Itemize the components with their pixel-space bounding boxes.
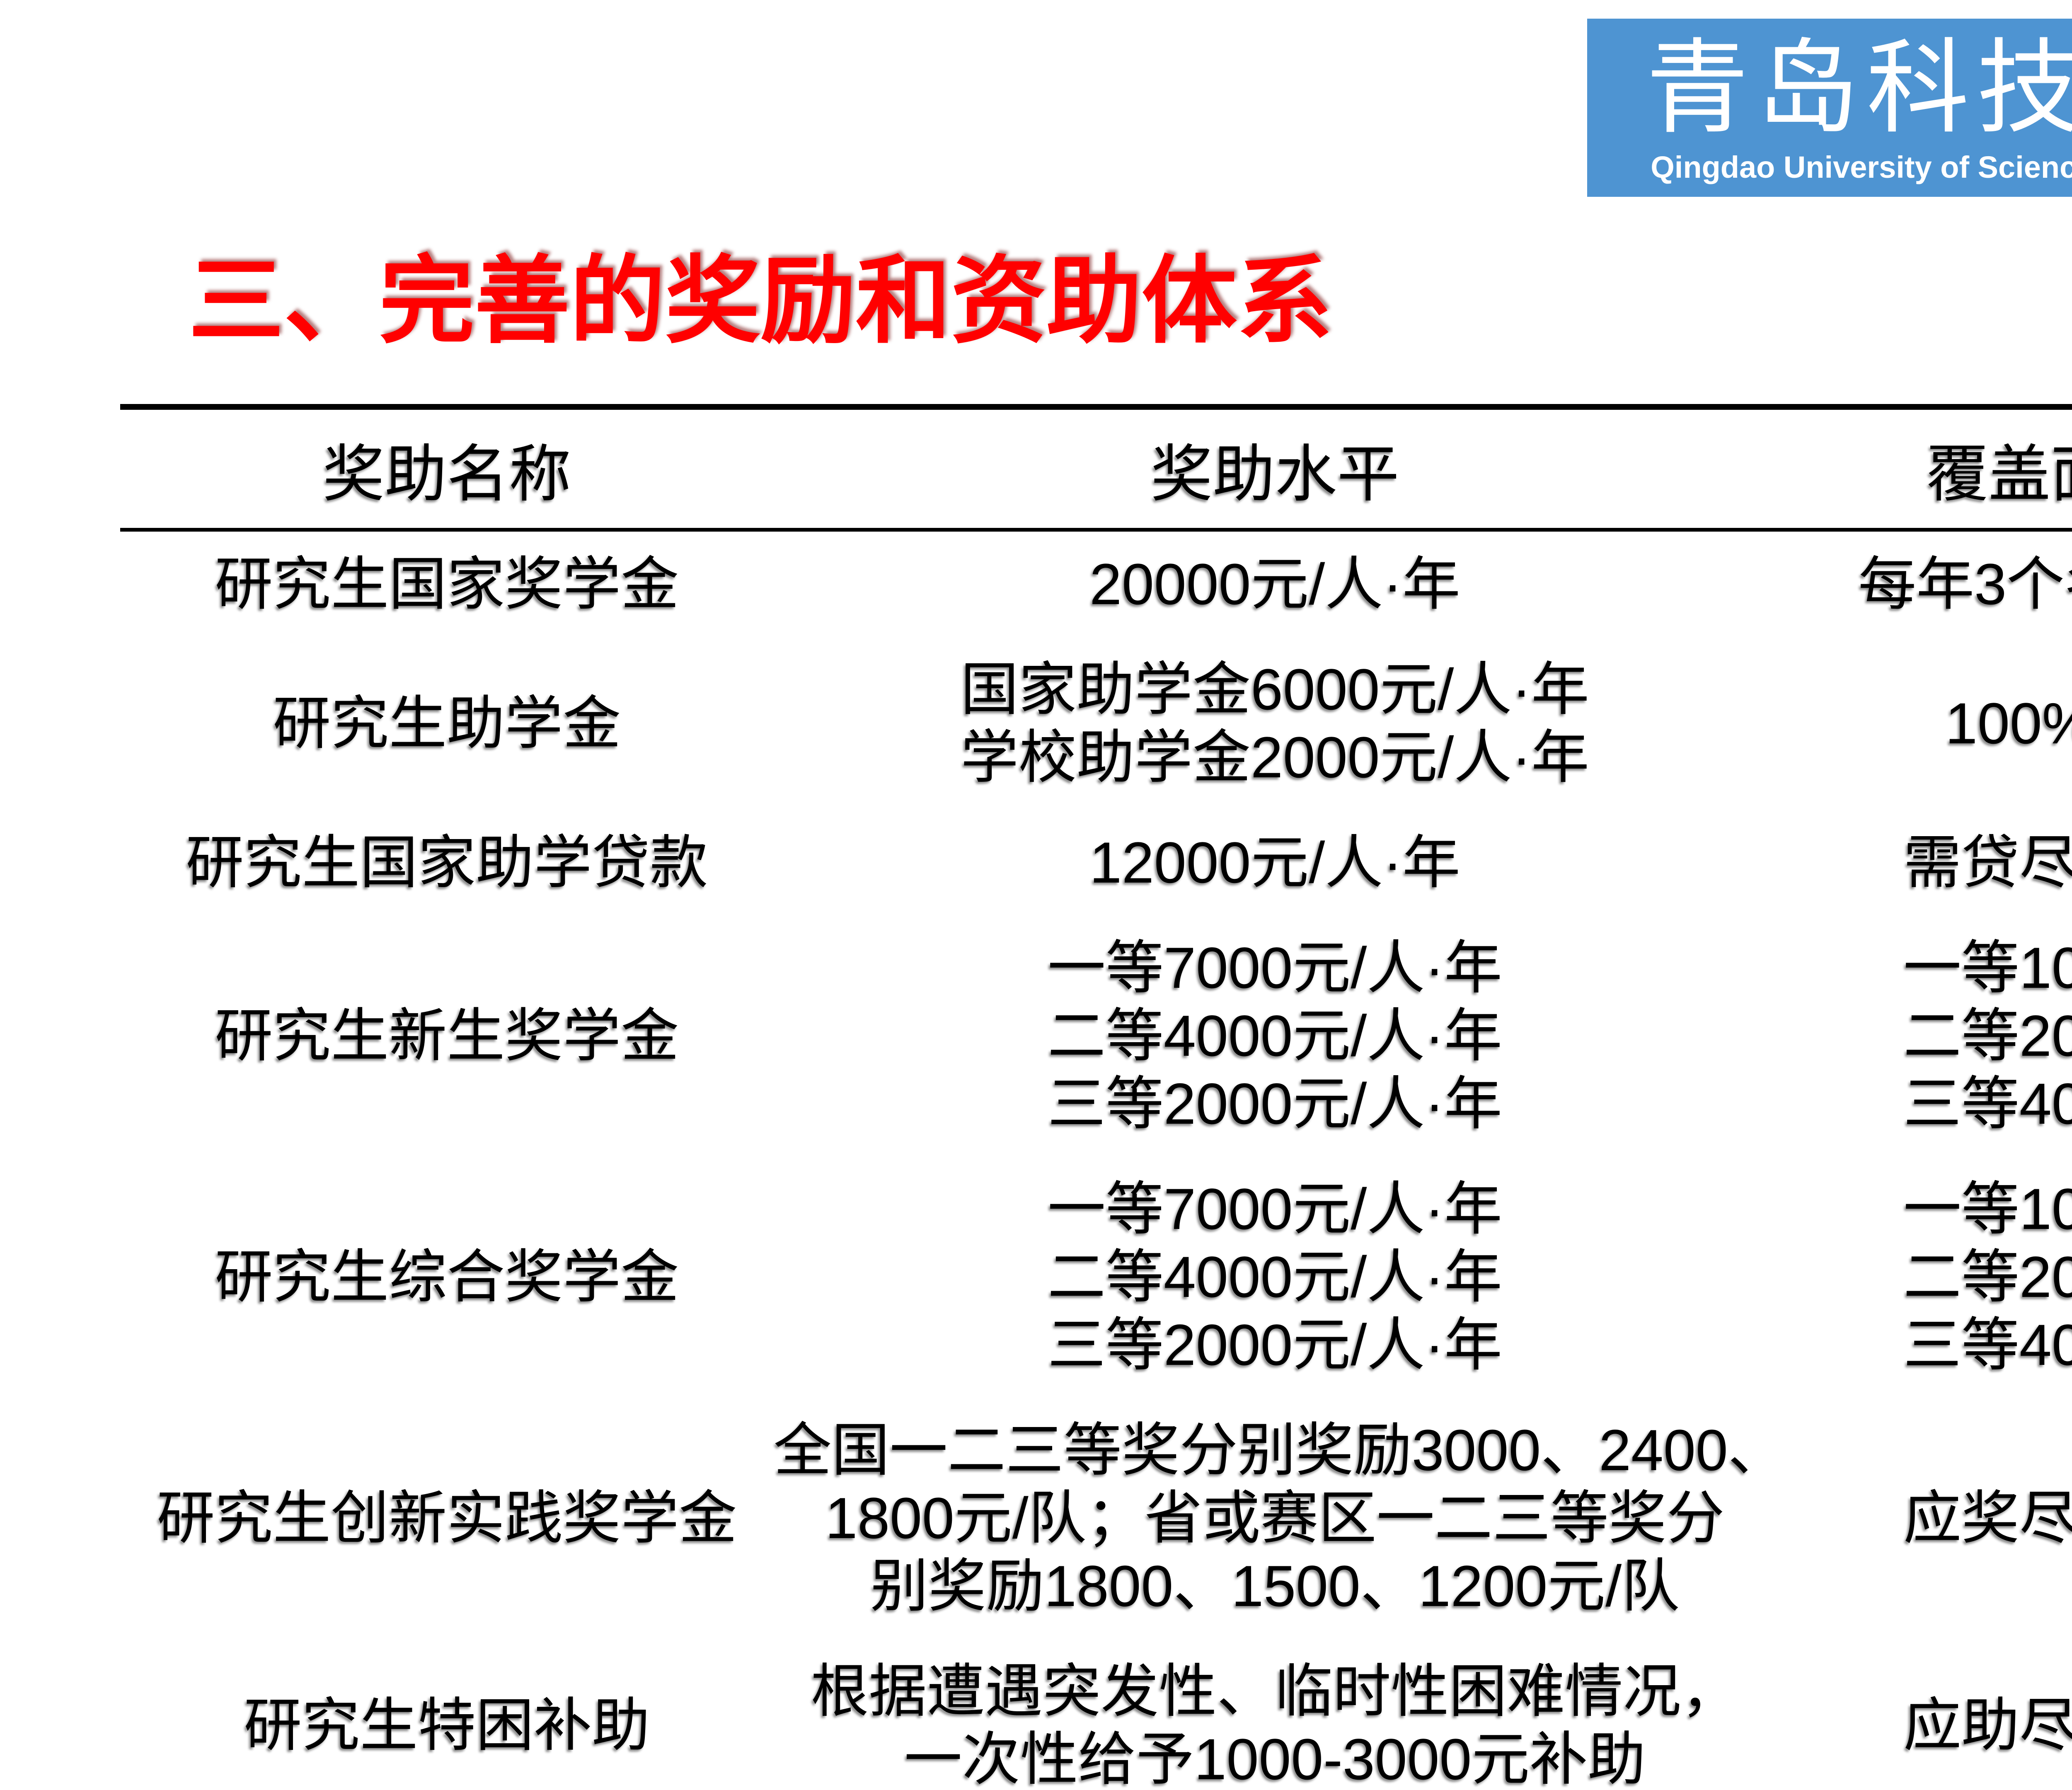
cell-line: 全国一二三等奖分别奖励3000、2400、 <box>773 1417 1786 1483</box>
award-name-cell: 研究生国家助学贷款 <box>120 810 774 915</box>
cell-line: 学校助学金2000元/人·年 <box>961 725 1590 790</box>
cell-line: 1800元/队；省或赛区一二三等奖分 <box>825 1485 1725 1551</box>
award-level-cell: 一等7000元/人·年 二等4000元/人·年 三等2000元/人·年 <box>774 1156 1777 1398</box>
award-name-cell: 研究生综合奖学金 <box>120 1156 774 1398</box>
cell-line: 国家助学金6000元/人·年 <box>961 657 1590 722</box>
university-name-english: Qingdao University of Science & Technolo… <box>1651 150 2072 184</box>
award-level-cell: 根据遭遇突发性、临时性困难情况， 一次性给予1000-3000元补助 <box>773 1639 1777 1790</box>
cell-line: 一等7000元/人·年 <box>1048 935 1503 1000</box>
cell-line: 研究生国家奖学金 <box>215 552 679 617</box>
cell-line: 二等4000元/人·年 <box>1048 1244 1503 1309</box>
university-name-chinese: 青岛科技大学 <box>1646 29 2072 148</box>
cell-line: 研究生综合奖学金 <box>215 1244 679 1309</box>
cell-line: 二等20% <box>1903 1003 2072 1068</box>
award-coverage-cell: 每年3个名额 <box>1776 530 2072 637</box>
table-row: 研究生创新实践奖学金 全国一二三等奖分别奖励3000、2400、 1800元/队；省… <box>120 1398 2072 1639</box>
cell-line: 需贷尽贷 <box>1903 830 2072 895</box>
slide-title: 三、完善的奖励和资助体系 <box>189 248 1333 354</box>
table-row: 研究生国家助学贷款 12000元/人·年 需贷尽贷 <box>120 810 2072 915</box>
award-coverage-cell: 一等10%二等20%三等40% <box>1776 915 2072 1156</box>
table-row: 研究生特困补助 根据遭遇突发性、临时性困难情况， 一次性给予1000-3000元补助… <box>120 1639 2072 1790</box>
university-logo-banner: 青岛科技大学 Qingdao University of Science & T… <box>1587 19 2072 197</box>
cell-line: 20000元/人·年 <box>1089 552 1461 617</box>
award-name-cell: 研究生国家奖学金 <box>120 530 774 637</box>
award-name-cell: 研究生创新实践奖学金 <box>120 1398 774 1639</box>
award-level-cell: 国家助学金6000元/人·年 学校助学金2000元/人·年 <box>774 637 1777 810</box>
award-coverage-cell: 一等10%二等20%三等40% <box>1776 1156 2072 1398</box>
cell-line: 三等2000元/人·年 <box>1048 1312 1503 1377</box>
cell-line: 二等20% <box>1903 1244 2072 1309</box>
cell-line: 研究生创新实践奖学金 <box>157 1485 737 1551</box>
cell-line: 根据遭遇突发性、临时性困难情况， <box>811 1659 1739 1724</box>
cell-line: 别奖励1800、1500、1200元/队 <box>870 1553 1680 1618</box>
cell-line: 应奖尽奖 <box>1903 1485 2072 1551</box>
table-header-row: 奖助名称 奖助水平 覆盖面 <box>120 407 2072 532</box>
award-level-cell: 全国一二三等奖分别奖励3000、2400、 1800元/队；省或赛区一二三等奖分别… <box>773 1398 1786 1639</box>
cell-line: 三等40% <box>1903 1312 2072 1377</box>
column-header-coverage: 覆盖面 <box>1776 407 2072 532</box>
column-header-award-level: 奖助水平 <box>773 407 1777 532</box>
cell-line: 研究生助学金 <box>273 691 621 756</box>
award-coverage-cell: 应助尽助 <box>1776 1639 2072 1790</box>
cell-line: 一次性给予1000-3000元补助 <box>904 1727 1646 1790</box>
column-header-award-name: 奖助名称 <box>120 407 774 532</box>
awards-table: 奖助名称 奖助水平 覆盖面 研究生国家奖学金20000元/人·年每年3个名额研究… <box>120 404 2072 1790</box>
award-name-cell: 研究生新生奖学金 <box>120 915 774 1156</box>
cell-line: 12000元/人·年 <box>1089 830 1461 895</box>
table-row: 研究生综合奖学金 一等7000元/人·年 二等4000元/人·年 三等2000元/人·… <box>120 1156 2072 1398</box>
award-name-cell: 研究生助学金 <box>120 637 774 810</box>
cell-line: 应助尽助 <box>1903 1693 2072 1758</box>
award-level-cell: 20000元/人·年 <box>774 530 1777 637</box>
award-coverage-cell: 应奖尽奖 <box>1776 1398 2072 1639</box>
award-coverage-cell: 需贷尽贷 <box>1776 810 2072 915</box>
cell-line: 研究生国家助学贷款 <box>186 830 708 895</box>
table-row: 研究生新生奖学金 一等7000元/人·年 二等4000元/人·年 三等2000元/人·… <box>120 915 2072 1156</box>
cell-line: 每年3个名额 <box>1858 552 2072 617</box>
cell-line: 研究生新生奖学金 <box>215 1003 679 1068</box>
cell-line: 三等40% <box>1903 1071 2072 1136</box>
cell-line: 一等7000元/人·年 <box>1048 1176 1503 1241</box>
table-row: 研究生国家奖学金 20000元/人·年 每年3个名额 <box>120 530 2072 637</box>
award-name-cell: 研究生特困补助 <box>120 1639 774 1790</box>
cell-line: 100% <box>1945 691 2072 756</box>
cell-line: 二等4000元/人·年 <box>1048 1003 1503 1068</box>
cell-line: 三等2000元/人·年 <box>1048 1071 1503 1136</box>
cell-line: 一等10% <box>1903 935 2072 1000</box>
cell-line: 一等10% <box>1903 1176 2072 1241</box>
award-level-cell: 12000元/人·年 <box>774 810 1777 915</box>
award-coverage-cell: 100% <box>1776 637 2072 810</box>
cell-line: 研究生特困补助 <box>244 1693 650 1758</box>
award-level-cell: 一等7000元/人·年 二等4000元/人·年 三等2000元/人·年 <box>774 915 1777 1156</box>
